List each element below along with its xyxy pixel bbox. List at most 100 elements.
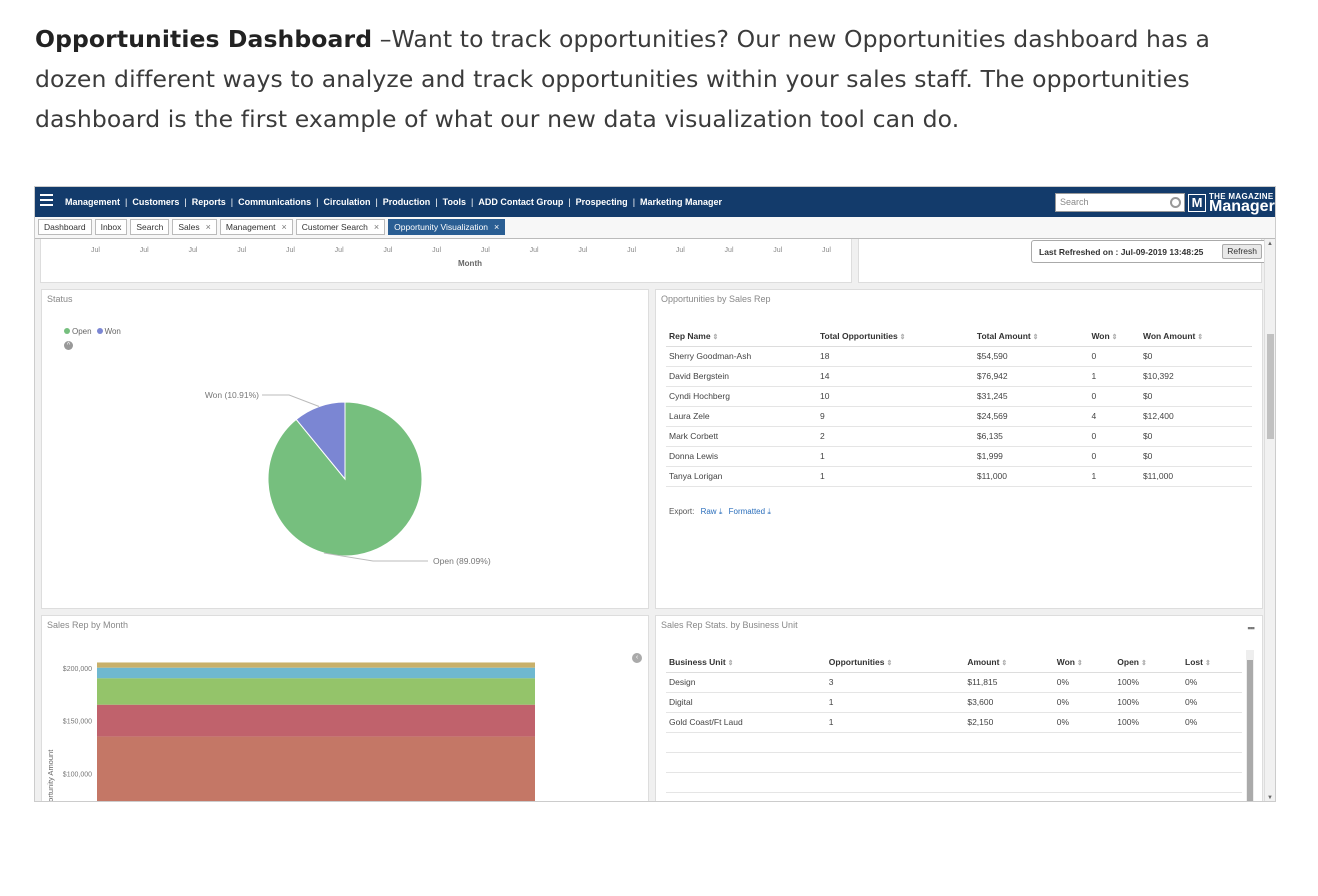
column-header[interactable]: Rep Name ⇕ <box>666 326 817 347</box>
rep-panel-title: Opportunities by Sales Rep <box>661 294 771 304</box>
close-icon[interactable]: × <box>494 222 500 232</box>
refresh-button[interactable]: Refresh <box>1222 244 1262 259</box>
tab-inbox[interactable]: Inbox <box>94 219 128 235</box>
table-cell: 100% <box>1114 712 1183 733</box>
legend-open-label: Open <box>72 327 92 336</box>
area-series-band[interactable] <box>97 736 535 802</box>
table-row[interactable]: Gold Coast/Ft Laud 1 $2,150 0% 100% 0% <box>666 712 1242 733</box>
tab-sales[interactable]: Sales × <box>172 219 217 235</box>
table-row[interactable] <box>666 772 1242 793</box>
bu-table: Business Unit ⇕ Opportunities ⇕ Amount ⇕ Wo… <box>666 652 1242 793</box>
legend-open[interactable]: Open <box>64 327 92 336</box>
menu-item-management[interactable]: Management <box>65 197 121 207</box>
tab-dashboard[interactable]: Dashboard <box>38 219 92 235</box>
table-row[interactable]: Cyndi Hochberg 10 $31,245 0 $0 <box>666 386 1252 407</box>
scroll-down-icon[interactable]: ▼ <box>1267 795 1273 801</box>
legend-won[interactable]: Won <box>96 327 121 336</box>
intro-title: Opportunities Dashboard <box>35 25 373 53</box>
column-header[interactable]: Business Unit ⇕ <box>666 652 826 673</box>
column-header-label: Open <box>1117 656 1139 667</box>
more-options-icon[interactable]: ▪▪▪ <box>1247 623 1255 633</box>
column-header[interactable]: Won ⇕ <box>1053 652 1115 673</box>
sort-icon[interactable]: ⇕ <box>1074 659 1083 667</box>
table-row[interactable]: Tanya Lorigan 1 $11,000 1 $11,000 <box>666 466 1252 487</box>
menu-item-production[interactable]: Production <box>382 197 431 207</box>
column-header[interactable]: Lost ⇕ <box>1182 652 1242 673</box>
table-cell: 10 <box>816 386 974 407</box>
column-header[interactable]: Won ⇕ <box>1088 326 1140 347</box>
table-row[interactable]: Laura Zele 9 $24,569 4 $12,400 <box>666 406 1252 427</box>
sort-icon[interactable]: ⇕ <box>1203 659 1211 667</box>
hamburger-menu-icon[interactable] <box>40 194 53 208</box>
close-icon[interactable]: × <box>281 222 287 232</box>
bu-scrollbar[interactable] <box>1246 650 1254 801</box>
area-series-band[interactable] <box>97 662 535 668</box>
tab-management[interactable]: Management × <box>219 219 293 235</box>
menu-item-add-contact-group[interactable]: ADD Contact Group <box>478 197 564 207</box>
close-icon[interactable]: × <box>205 222 211 232</box>
export-formatted-link[interactable]: Formatted ⤓ <box>729 507 771 516</box>
menu-item-reports[interactable]: Reports <box>191 197 226 207</box>
sort-icon[interactable]: ⇕ <box>897 333 906 341</box>
month-tick-label: Jul <box>237 247 247 254</box>
table-row[interactable]: Mark Corbett 2 $6,135 0 $0 <box>666 426 1252 447</box>
table-row[interactable]: David Bergstein 14 $76,942 1 $10,392 <box>666 366 1252 387</box>
sort-icon[interactable]: ⇕ <box>710 333 719 341</box>
collapse-icon[interactable]: ^ <box>64 341 73 350</box>
column-header-label: Rep Name <box>669 330 711 341</box>
column-header[interactable]: Opportunities ⇕ <box>825 652 965 673</box>
sort-icon[interactable]: ⇕ <box>1030 333 1039 341</box>
column-header[interactable]: Total Opportunities ⇕ <box>816 326 974 347</box>
opportunities-by-rep-panel: Opportunities by Sales Rep Rep Name ⇕ Tot… <box>655 289 1263 609</box>
month-tick-label: Jul <box>91 247 100 254</box>
search-icon[interactable] <box>1170 197 1181 208</box>
sort-icon[interactable]: ⇕ <box>1195 333 1204 341</box>
table-row[interactable]: Donna Lewis 1 $1,999 0 $0 <box>666 446 1252 467</box>
won-slice-label: Won (10.91%) <box>205 390 259 400</box>
table-row[interactable]: Digital 1 $3,600 0% 100% 0% <box>666 692 1242 713</box>
search-input[interactable]: Search <box>1055 193 1185 212</box>
bu-panel-title: Sales Rep Stats. by Business Unit <box>661 620 798 630</box>
pie-slice-won[interactable] <box>295 401 346 481</box>
table-row[interactable]: Design 3 $11,815 0% 100% 0% <box>666 672 1242 693</box>
column-header[interactable]: Open ⇕ <box>1114 652 1183 673</box>
menu-item-circulation[interactable]: Circulation <box>323 197 371 207</box>
intro-text: –Want to track opportunities? Our new Op… <box>35 25 1210 133</box>
table-cell: $11,000 <box>973 466 1089 487</box>
menu-item-marketing-manager[interactable]: Marketing Manager <box>640 197 723 207</box>
chevron-left-icon[interactable]: ‹ <box>632 653 642 663</box>
area-series-band[interactable] <box>97 704 535 737</box>
sort-icon[interactable]: ⇕ <box>1139 659 1147 667</box>
table-cell: 3 <box>825 672 965 693</box>
tab-opportunity-visualization[interactable]: Opportunity Visualization × <box>388 219 506 235</box>
sort-icon[interactable]: ⇕ <box>999 659 1008 667</box>
scroll-thumb[interactable] <box>1267 334 1274 439</box>
close-icon[interactable]: × <box>373 222 380 232</box>
sort-icon[interactable]: ⇕ <box>884 659 893 667</box>
column-header[interactable]: Total Amount ⇕ <box>973 326 1089 347</box>
menu-item-prospecting[interactable]: Prospecting <box>575 197 628 207</box>
menu-item-customers[interactable]: Customers <box>132 197 180 207</box>
area-series-band[interactable] <box>97 678 535 705</box>
column-header[interactable]: Amount ⇕ <box>964 652 1054 673</box>
table-cell: $10,392 <box>1139 366 1252 387</box>
table-row[interactable] <box>666 732 1242 753</box>
page-scrollbar[interactable]: ▲ ▼ <box>1264 239 1275 801</box>
sort-icon[interactable]: ⇕ <box>1109 333 1118 341</box>
table-row[interactable]: Sherry Goodman-Ash 18 $54,590 0 $0 <box>666 346 1252 367</box>
sort-icon[interactable]: ⇕ <box>725 659 734 667</box>
area-series-band[interactable] <box>97 667 535 679</box>
table-header-row: Business Unit ⇕ Opportunities ⇕ Amount ⇕ Wo… <box>666 652 1242 673</box>
column-header[interactable]: Won Amount ⇕ <box>1139 326 1252 347</box>
table-cell: 4 <box>1088 406 1140 427</box>
refresh-panel: Last Refreshed on : Jul-09-2019 13:48:25… <box>858 239 1265 283</box>
tab-customer-search[interactable]: Customer Search × <box>295 219 386 235</box>
menu-item-tools[interactable]: Tools <box>442 197 466 207</box>
table-cell: $1,999 <box>973 446 1089 467</box>
status-title: Status <box>47 294 73 304</box>
tab-search[interactable]: Search <box>130 219 170 235</box>
scroll-up-icon[interactable]: ▲ <box>1267 241 1273 247</box>
menu-item-communications[interactable]: Communications <box>238 197 312 207</box>
export-raw-link[interactable]: Raw ⤓ <box>701 507 723 516</box>
table-row[interactable] <box>666 752 1242 773</box>
